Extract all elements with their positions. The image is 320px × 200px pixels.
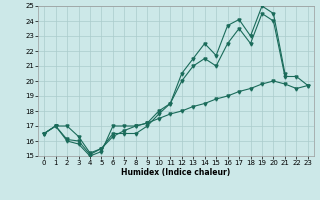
X-axis label: Humidex (Indice chaleur): Humidex (Indice chaleur) [121, 168, 231, 177]
